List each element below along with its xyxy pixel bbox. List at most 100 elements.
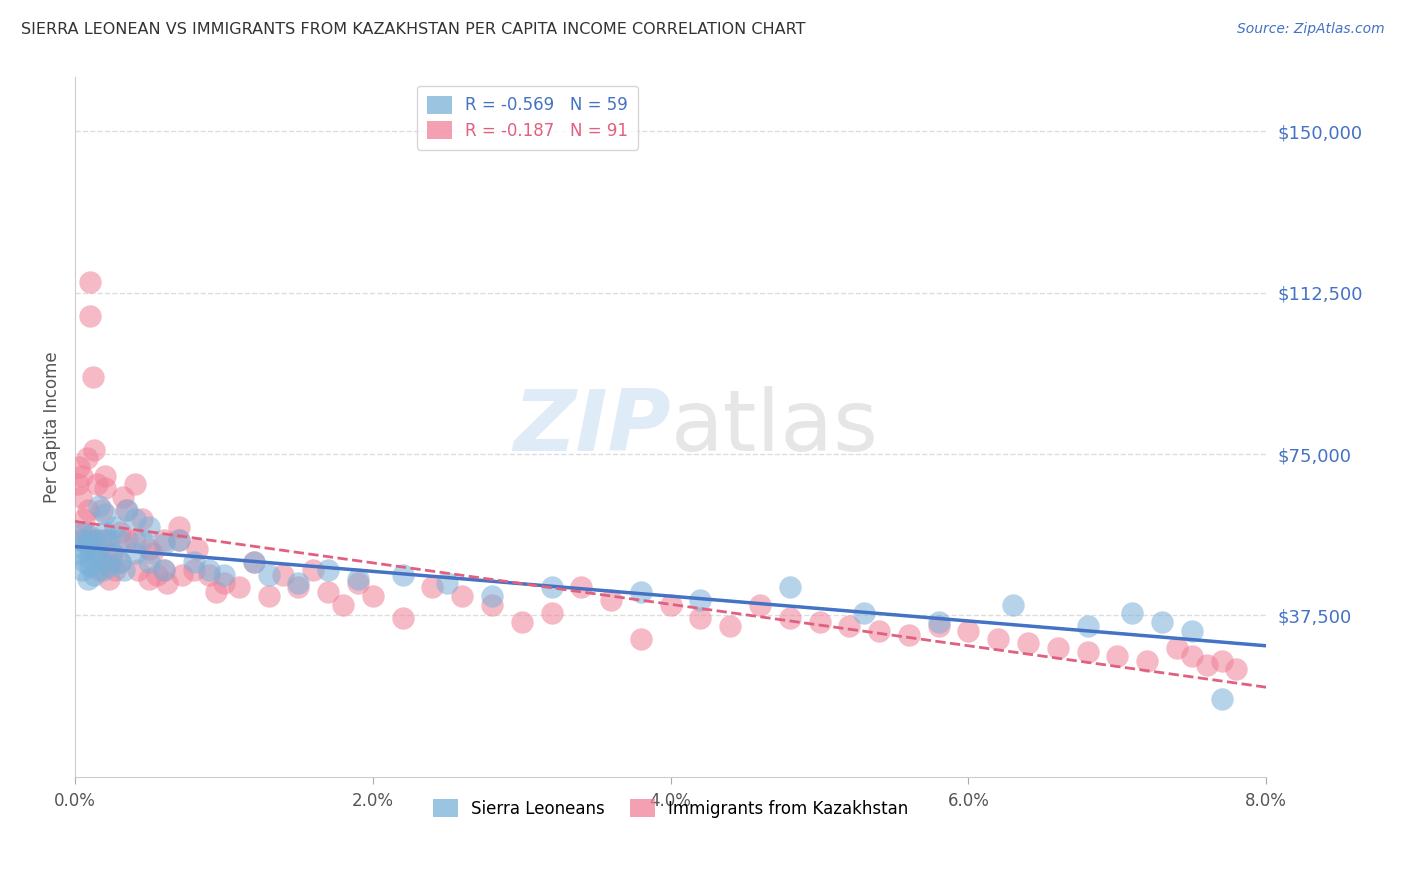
Point [66, 477, 89, 491]
Point [1195, 657, 1218, 672]
Point [1077, 645, 1099, 659]
Point [94, 508, 117, 522]
Point [124, 477, 146, 491]
Point [287, 576, 309, 591]
Point [868, 624, 890, 638]
Point [1166, 640, 1188, 655]
Point [153, 563, 176, 577]
Point [228, 581, 250, 595]
Point [73, 511, 96, 525]
Point [1046, 640, 1069, 655]
Point [101, 546, 124, 560]
Point [73, 541, 96, 556]
Point [104, 520, 127, 534]
Point [86, 477, 108, 491]
Point [72, 468, 94, 483]
Point [94, 482, 117, 496]
Point [853, 607, 876, 621]
Point [540, 581, 562, 595]
Point [94, 533, 117, 548]
Point [183, 555, 205, 569]
Point [540, 607, 562, 621]
Point [316, 584, 339, 599]
Point [987, 632, 1010, 647]
Point [153, 533, 176, 548]
Legend: Sierra Leoneans, Immigrants from Kazakhstan: Sierra Leoneans, Immigrants from Kazakhs… [426, 792, 915, 824]
Point [124, 511, 146, 525]
Point [167, 533, 190, 548]
Point [689, 593, 711, 607]
Point [436, 576, 458, 591]
Point [212, 576, 235, 591]
Point [600, 593, 623, 607]
Point [838, 619, 860, 633]
Point [124, 533, 146, 548]
Y-axis label: Per Capita Income: Per Capita Income [44, 351, 60, 503]
Point [75, 555, 97, 569]
Point [131, 511, 153, 525]
Point [167, 533, 190, 548]
Point [112, 563, 135, 577]
Point [108, 555, 131, 569]
Point [257, 589, 280, 603]
Point [659, 598, 682, 612]
Point [183, 563, 205, 577]
Point [84, 546, 107, 560]
Point [98, 558, 121, 573]
Point [779, 581, 801, 595]
Text: SIERRA LEONEAN VS IMMIGRANTS FROM KAZAKHSTAN PER CAPITA INCOME CORRELATION CHART: SIERRA LEONEAN VS IMMIGRANTS FROM KAZAKH… [21, 22, 806, 37]
Point [72, 533, 94, 548]
Point [481, 589, 503, 603]
Point [1181, 649, 1204, 664]
Point [302, 563, 325, 577]
Point [79, 275, 101, 289]
Point [138, 520, 160, 534]
Point [361, 589, 384, 603]
Point [138, 572, 160, 586]
Point [630, 632, 652, 647]
Point [1181, 624, 1204, 638]
Point [808, 615, 831, 629]
Point [83, 442, 105, 457]
Point [94, 468, 117, 483]
Point [101, 546, 124, 560]
Point [347, 576, 370, 591]
Point [451, 589, 474, 603]
Point [69, 546, 91, 560]
Point [1017, 636, 1039, 650]
Point [69, 460, 91, 475]
Point [77, 503, 100, 517]
Point [172, 567, 194, 582]
Point [111, 490, 134, 504]
Point [75, 524, 97, 539]
Point [242, 555, 264, 569]
Point [82, 541, 104, 556]
Point [76, 537, 98, 551]
Point [749, 598, 772, 612]
Point [146, 567, 169, 582]
Point [316, 563, 339, 577]
Point [104, 563, 127, 577]
Point [83, 567, 105, 582]
Point [87, 499, 110, 513]
Point [481, 598, 503, 612]
Point [1211, 654, 1233, 668]
Point [257, 567, 280, 582]
Point [156, 576, 179, 591]
Point [153, 537, 176, 551]
Point [91, 563, 114, 577]
Point [82, 369, 104, 384]
Point [198, 567, 221, 582]
Point [90, 503, 112, 517]
Point [84, 533, 107, 548]
Point [332, 598, 354, 612]
Point [94, 524, 117, 539]
Point [198, 563, 221, 577]
Point [422, 581, 444, 595]
Point [89, 533, 111, 548]
Point [108, 533, 131, 548]
Text: Source: ZipAtlas.com: Source: ZipAtlas.com [1237, 22, 1385, 37]
Point [928, 619, 950, 633]
Point [114, 503, 136, 517]
Point [630, 584, 652, 599]
